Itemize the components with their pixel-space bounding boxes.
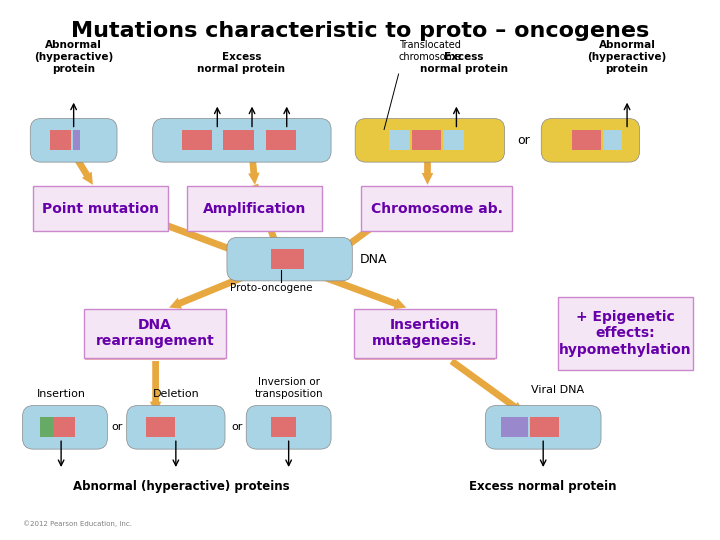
Text: ©2012 Pearson Education, Inc.: ©2012 Pearson Education, Inc. [22,521,132,528]
Text: DNA
rearrangement: DNA rearrangement [96,318,215,348]
Text: Abnormal
(hyperactive)
protein: Abnormal (hyperactive) protein [34,40,113,73]
Bar [223,131,254,150]
Text: + Epigenetic
effects:
hypomethylation: + Epigenetic effects: hypomethylation [559,310,691,356]
FancyBboxPatch shape [485,406,601,449]
FancyBboxPatch shape [22,406,107,449]
Bar [266,131,297,150]
FancyArrow shape [252,184,279,250]
Bar [50,131,71,150]
Bar [181,131,212,150]
Bar [501,417,528,437]
Text: Chromosome ab.: Chromosome ab. [371,201,503,215]
Text: or: or [518,134,531,147]
FancyArrow shape [71,151,93,185]
FancyBboxPatch shape [33,186,168,232]
Text: Excess normal protein: Excess normal protein [469,480,617,493]
Text: Abnormal (hyperactive) proteins: Abnormal (hyperactive) proteins [73,480,290,493]
Text: or: or [112,422,122,433]
FancyBboxPatch shape [355,119,505,162]
FancyBboxPatch shape [246,406,331,449]
FancyArrow shape [118,205,249,258]
FancyArrow shape [150,361,161,414]
Text: Point mutation: Point mutation [42,201,159,215]
Text: Insertion: Insertion [37,389,86,399]
Text: Inversion or
transposition: Inversion or transposition [254,377,323,399]
Text: or: or [231,422,242,433]
Text: Mutations characteristic to proto – oncogenes: Mutations characteristic to proto – onco… [71,21,649,40]
Bar [355,356,495,360]
Bar [443,131,464,150]
FancyBboxPatch shape [541,119,639,162]
Bar [530,417,559,437]
FancyBboxPatch shape [127,406,225,449]
FancyArrow shape [248,153,260,185]
Bar [412,131,441,150]
Text: DNA: DNA [360,253,387,266]
Text: Insertion
mutagenesis.: Insertion mutagenesis. [372,318,478,348]
FancyBboxPatch shape [84,308,226,358]
FancyBboxPatch shape [361,186,513,232]
Bar [85,356,225,360]
FancyBboxPatch shape [558,296,693,370]
Text: Deletion: Deletion [153,389,199,399]
Bar [53,417,75,437]
FancyBboxPatch shape [354,308,496,358]
FancyBboxPatch shape [30,119,117,162]
FancyBboxPatch shape [227,238,352,281]
Bar [298,417,310,437]
Text: Translocated
chromosome: Translocated chromosome [399,40,462,62]
FancyArrow shape [169,269,257,309]
Text: Proto-oncogene: Proto-oncogene [230,283,312,293]
Bar [389,131,410,150]
FancyArrow shape [422,153,433,185]
Bar [603,131,622,150]
Text: Excess
normal protein: Excess normal protein [197,52,285,74]
Bar [146,417,175,437]
Bar [40,417,53,437]
FancyArrow shape [450,358,524,414]
FancyBboxPatch shape [187,186,323,232]
Text: Excess
normal protein: Excess normal protein [420,52,508,74]
FancyArrow shape [309,269,406,309]
FancyArrow shape [333,205,400,256]
Text: Viral DNA: Viral DNA [531,384,584,395]
FancyBboxPatch shape [153,119,331,162]
Bar [572,131,601,150]
Text: Abnormal
(hyperactive)
protein: Abnormal (hyperactive) protein [588,40,667,73]
Bar [73,131,81,150]
Text: Amplification: Amplification [203,201,307,215]
Bar [271,417,297,437]
Bar [271,249,304,269]
